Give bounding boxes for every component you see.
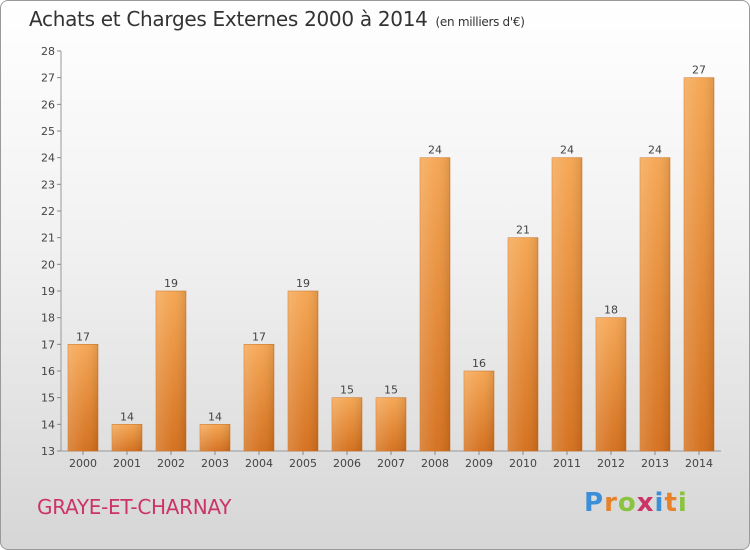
data-label: 16 — [472, 357, 486, 370]
x-tick-label: 2011 — [553, 457, 581, 470]
data-label: 21 — [516, 224, 530, 237]
y-tick-label: 15 — [41, 392, 55, 405]
bar-shade — [508, 237, 538, 451]
x-tick-label: 2002 — [157, 457, 185, 470]
bar-shade — [156, 291, 186, 451]
y-tick-label: 24 — [41, 152, 55, 165]
proxiti-logo: Proxiti — [584, 488, 688, 518]
bar-shade — [464, 371, 494, 451]
bar-shade — [376, 397, 406, 451]
bar-shade — [552, 157, 582, 451]
bar-shade — [332, 397, 362, 451]
data-label: 15 — [384, 384, 398, 397]
bar-shade — [596, 317, 626, 451]
data-label: 19 — [164, 277, 178, 290]
bar-shade — [420, 157, 450, 451]
x-tick-label: 2008 — [421, 457, 449, 470]
data-label: 24 — [428, 144, 442, 157]
data-label: 27 — [692, 64, 706, 77]
y-tick-label: 18 — [41, 312, 55, 325]
x-tick-label: 2005 — [289, 457, 317, 470]
x-tick-label: 2004 — [245, 457, 273, 470]
x-tick-label: 2000 — [69, 457, 97, 470]
bar-shade — [684, 77, 714, 452]
x-tick-label: 2006 — [333, 457, 361, 470]
data-label: 24 — [648, 144, 662, 157]
data-label: 14 — [120, 410, 134, 423]
y-tick-label: 14 — [41, 418, 55, 431]
data-label: 24 — [560, 144, 574, 157]
y-tick-label: 21 — [41, 232, 55, 245]
town-name: GRAYE-ET-CHARNAY — [37, 495, 232, 519]
bar-shade — [68, 344, 98, 451]
data-label: 18 — [604, 304, 618, 317]
y-tick-label: 22 — [41, 205, 55, 218]
bar-shade — [112, 424, 142, 451]
y-tick-label: 13 — [41, 445, 55, 458]
x-tick-label: 2013 — [641, 457, 669, 470]
logo-letter: P — [584, 488, 605, 518]
x-tick-label: 2007 — [377, 457, 405, 470]
bar-shade — [200, 424, 230, 451]
data-label: 15 — [340, 384, 354, 397]
logo-letter: r — [604, 488, 618, 518]
y-tick-label: 19 — [41, 285, 55, 298]
y-tick-label: 25 — [41, 125, 55, 138]
y-tick-label: 28 — [41, 45, 55, 58]
y-tick-label: 17 — [41, 338, 55, 351]
data-label: 19 — [296, 277, 310, 290]
logo-letter: x — [636, 488, 655, 518]
chart-title: Achats et Charges Externes 2000 à 2014 (e… — [29, 7, 525, 31]
x-tick-label: 2001 — [113, 457, 141, 470]
bar-shade — [288, 291, 318, 451]
data-label: 17 — [252, 330, 266, 343]
y-tick-label: 26 — [41, 98, 55, 111]
y-tick-label: 27 — [41, 72, 55, 85]
logo-letter: i — [677, 488, 688, 518]
chart-subtitle: (en milliers d'€) — [435, 15, 525, 29]
y-tick-label: 20 — [41, 258, 55, 271]
bar-shade — [640, 157, 670, 451]
y-tick-label: 23 — [41, 178, 55, 191]
logo-letter: i — [654, 488, 665, 518]
y-tick-label: 16 — [41, 365, 55, 378]
bar-shade — [244, 344, 274, 451]
logo-letter: o — [617, 488, 637, 518]
data-label: 14 — [208, 410, 222, 423]
x-tick-label: 2012 — [597, 457, 625, 470]
data-label: 17 — [76, 330, 90, 343]
x-tick-label: 2003 — [201, 457, 229, 470]
x-tick-label: 2009 — [465, 457, 493, 470]
x-tick-label: 2010 — [509, 457, 537, 470]
x-tick-label: 2014 — [685, 457, 713, 470]
logo-letter: t — [664, 488, 678, 518]
